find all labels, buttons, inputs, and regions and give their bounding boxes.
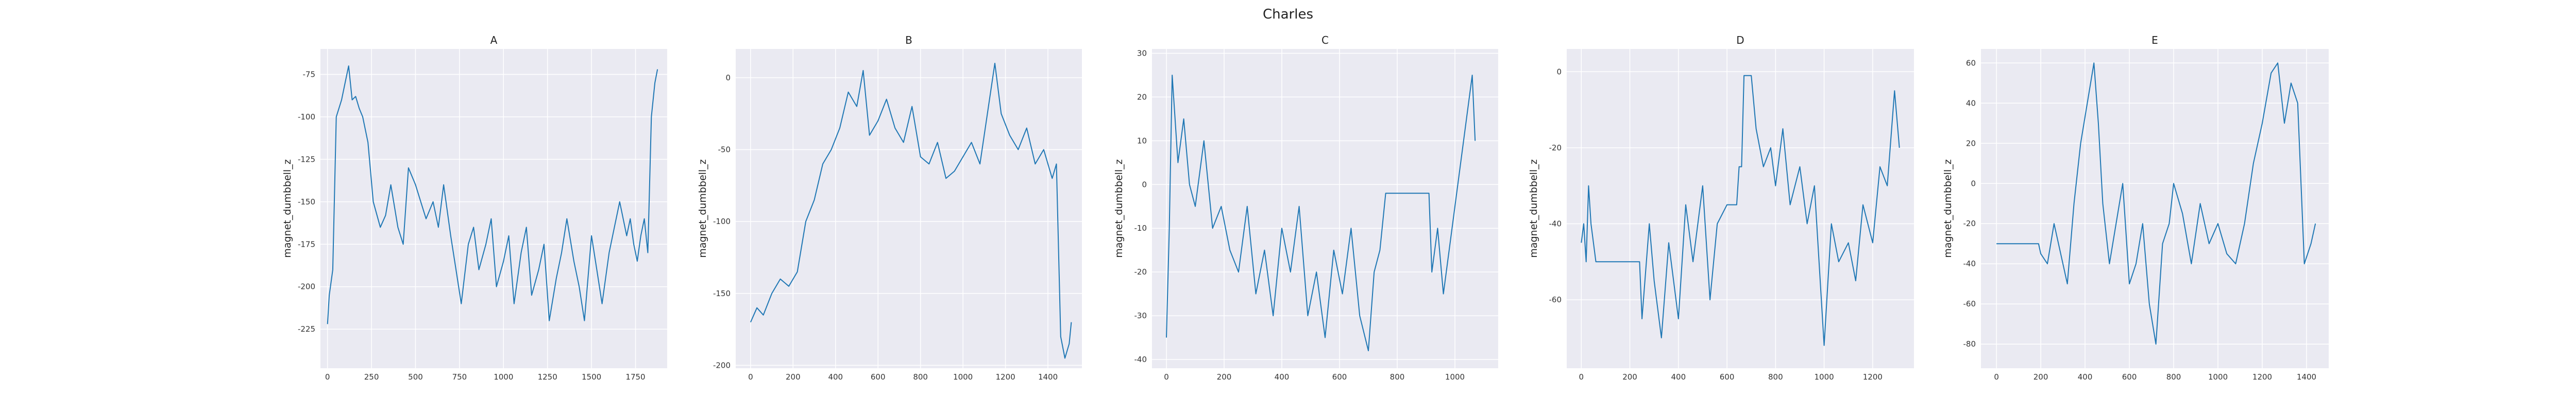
figure-title: Charles — [1263, 7, 1313, 22]
y-tick-label: 30 — [1137, 48, 1147, 58]
y-tick-label: -200 — [298, 282, 315, 291]
x-tick-label: 200 — [786, 372, 801, 382]
y-tick-label: -150 — [713, 289, 731, 298]
x-tick-label: 1500 — [582, 372, 601, 382]
x-tick-label: 0 — [325, 372, 330, 382]
x-tick-label: 1000 — [2208, 372, 2228, 382]
series-line-e-0 — [1996, 62, 2316, 345]
y-tick-label: 0 — [1556, 67, 1562, 76]
panel-c: 0 200 400 600 800 1000 -40 -30 -20 -10 0 10 20 30 Cmag… — [1113, 34, 1498, 382]
y-tick-label: -200 — [713, 360, 731, 370]
y-tick-label: -80 — [1963, 339, 1976, 349]
x-tick-label: 1000 — [1445, 372, 1465, 382]
plot-area-e — [1981, 49, 2329, 368]
series-line-d-0 — [1581, 75, 1900, 346]
x-tick-label: 750 — [452, 372, 467, 382]
x-tick-label: 800 — [913, 372, 928, 382]
x-tick-label: 600 — [2122, 372, 2137, 382]
x-tick-label: 400 — [1671, 372, 1686, 382]
panel-b: 0 200 400 600 800 1000 1200 1400 -200 -150 -100 -50… — [697, 34, 1082, 382]
x-tick-label: 1000 — [953, 372, 973, 382]
x-tick-label: 200 — [1217, 372, 1232, 382]
y-axis-label: magnet_dumbbell_z — [697, 159, 708, 258]
y-tick-label: 0 — [1971, 179, 1976, 188]
x-tick-label: 600 — [1720, 372, 1735, 382]
y-tick-label: -20 — [1134, 267, 1147, 277]
y-tick-label: 40 — [1966, 98, 1976, 108]
y-tick-label: -225 — [298, 324, 315, 334]
y-axis-label: magnet_dumbbell_z — [1942, 159, 1954, 258]
panel-title: D — [1736, 34, 1744, 46]
plot-area-d — [1567, 49, 1914, 368]
y-tick-label: -125 — [298, 154, 315, 164]
x-tick-label: 800 — [1390, 372, 1405, 382]
y-tick-label: 20 — [1966, 139, 1976, 148]
y-tick-label: 0 — [1142, 180, 1147, 189]
y-tick-label: 60 — [1966, 58, 1976, 67]
plot-area-c — [1152, 49, 1498, 368]
x-tick-label: 0 — [1579, 372, 1584, 382]
y-axis-label: magnet_dumbbell_z — [1113, 159, 1125, 258]
x-tick-label: 1000 — [1815, 372, 1834, 382]
y-tick-label: -175 — [298, 239, 315, 249]
x-tick-label: 800 — [2166, 372, 2181, 382]
x-tick-label: 1400 — [1038, 372, 1058, 382]
x-tick-label: 600 — [1332, 372, 1347, 382]
y-tick-label: -10 — [1134, 224, 1147, 233]
y-tick-label: 0 — [725, 73, 731, 82]
y-tick-label: -30 — [1134, 311, 1147, 320]
x-tick-label: 200 — [2033, 372, 2048, 382]
x-tick-label: 1250 — [538, 372, 557, 382]
y-tick-label: -20 — [1549, 143, 1562, 152]
y-tick-label: -100 — [713, 217, 731, 226]
panel-title: A — [490, 34, 498, 46]
y-tick-label: -40 — [1963, 259, 1976, 268]
y-tick-label: -50 — [718, 145, 731, 154]
panel-title: B — [905, 34, 912, 46]
series-line-a-0 — [327, 65, 658, 324]
y-tick-label: -40 — [1134, 355, 1147, 364]
y-tick-label: -100 — [298, 112, 315, 122]
y-tick-label: -150 — [298, 197, 315, 207]
panel-title: E — [2151, 34, 2158, 46]
x-tick-label: 1400 — [2297, 372, 2316, 382]
panel-d: 0 200 400 600 800 1000 1200 -60 -40 -20 0 Dmagnet_d… — [1528, 34, 1914, 382]
y-tick-label: 20 — [1137, 92, 1147, 101]
panel-a: 0 250 500 750 1000 1250 1500 1750 -225 -200 -175 -1… — [282, 34, 667, 382]
y-tick-label: -60 — [1963, 299, 1976, 308]
panel-title: C — [1321, 34, 1329, 46]
x-tick-label: 1000 — [494, 372, 513, 382]
series-line-b-0 — [750, 62, 1072, 359]
x-tick-label: 200 — [1622, 372, 1637, 382]
y-tick-label: -40 — [1549, 219, 1562, 229]
y-tick-label: -75 — [303, 70, 316, 79]
x-tick-label: 1200 — [2252, 372, 2272, 382]
y-axis-label: magnet_dumbbell_z — [282, 159, 293, 258]
panel-e: 0 200 400 600 800 1000 1200 1400 -80 -60 -40 -20 0 20… — [1942, 34, 2329, 382]
plot-area-b — [736, 49, 1082, 368]
series-line-c-0 — [1166, 75, 1476, 351]
x-tick-label: 500 — [408, 372, 423, 382]
y-tick-label: 10 — [1137, 136, 1147, 145]
y-tick-label: -20 — [1963, 219, 1976, 228]
y-tick-label: -60 — [1549, 295, 1562, 304]
x-tick-label: 1200 — [1863, 372, 1883, 382]
x-tick-label: 250 — [364, 372, 379, 382]
x-tick-label: 1200 — [995, 372, 1015, 382]
x-tick-label: 0 — [748, 372, 753, 382]
x-tick-label: 400 — [1275, 372, 1290, 382]
x-tick-label: 1750 — [625, 372, 645, 382]
x-tick-label: 0 — [1994, 372, 1999, 382]
x-tick-label: 400 — [828, 372, 843, 382]
x-tick-label: 0 — [1164, 372, 1169, 382]
x-tick-label: 400 — [2078, 372, 2093, 382]
x-tick-label: 600 — [871, 372, 886, 382]
y-axis-label: magnet_dumbbell_z — [1528, 159, 1539, 258]
plot-area-a — [320, 49, 667, 368]
x-tick-label: 800 — [1768, 372, 1783, 382]
